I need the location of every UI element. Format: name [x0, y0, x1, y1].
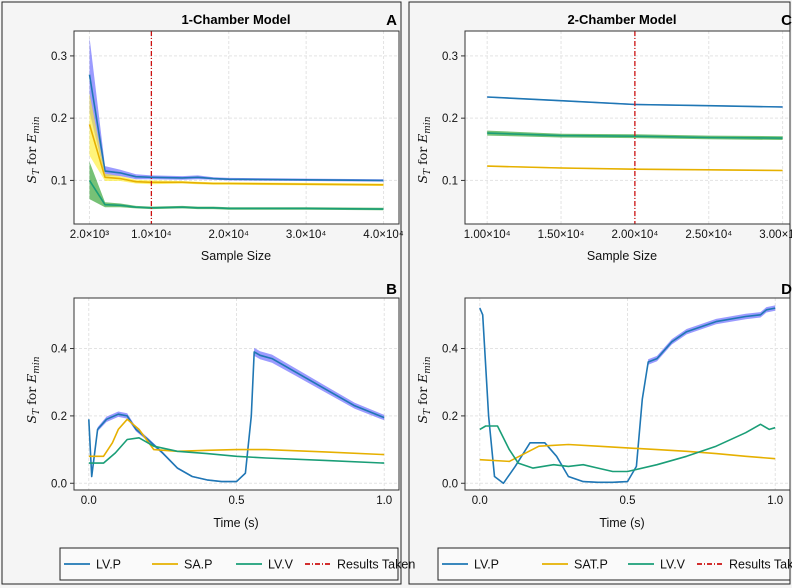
panel-d-ytick-label: 0.2 [442, 411, 458, 423]
panel-d-xtick-label: 0.0 [472, 495, 488, 507]
panel-d-ylabel: ST for Emin [415, 356, 433, 423]
panel-c-xtick-label: 2.50×10⁴ [685, 229, 732, 241]
legend-1-label-results: Results Taken [729, 558, 792, 572]
panel-d: D Time (s) ST for Emin 0.0 0.5 1.0 0.0 0.2 0.… [415, 281, 792, 530]
panel-a-xtick-label: 1.0×10⁴ [131, 229, 171, 241]
panel-c-plot-area [465, 31, 790, 224]
panel-c-line-sa-p [487, 165, 783, 172]
legend-left-frame [59, 547, 399, 581]
panel-a: 1-Chamber Model A Sample Size ST for Emi… [24, 12, 404, 263]
panel-a-title: 1-Chamber Model [181, 12, 290, 27]
panel-a-axes-frame [73, 30, 400, 225]
panel-a-line-lv-v [88, 179, 384, 210]
panel-a-xlabel: Sample Size [201, 249, 271, 263]
legend-1-label-lv-v: LV.V [660, 558, 686, 572]
panel-d-line-lv-v [479, 423, 776, 473]
panel-b-xlabel: Time (s) [213, 516, 258, 530]
panel-a-series-group [88, 37, 384, 211]
panel-b-band-lv-p [88, 347, 385, 483]
panel-c-ylabel: ST for Emin [415, 116, 433, 183]
panel-b-ytick-label: 0.2 [51, 411, 67, 423]
panel-c: 2-Chamber Model C Sample Size ST for Emi… [415, 12, 792, 263]
panel-c-ytick-label: 0.1 [442, 175, 458, 187]
panel-a-ytick-label: 0.3 [51, 51, 67, 63]
panel-b-line-sa-p [88, 418, 385, 458]
panel-b-line-lv-p [88, 351, 385, 483]
panel-d-xlabel: Time (s) [599, 516, 644, 530]
panel-a-xtick-label: 4.0×10⁴ [363, 229, 403, 241]
panel-a-xtick-label: 3.0×10⁴ [286, 229, 326, 241]
panel-b-axes-frame [73, 297, 400, 491]
panel-b-xtick-label: 0.0 [81, 495, 97, 507]
panel-d-xtick-label: 1.0 [767, 495, 783, 507]
panel-b-ytick-label: 0.4 [51, 344, 68, 356]
left-column-frame [1, 1, 402, 585]
panel-a-line-sa-p [88, 124, 384, 186]
panel-c-xtick-label: 1.50×10⁴ [538, 229, 585, 241]
panel-b-xtick-label: 1.0 [376, 495, 392, 507]
legend-0-label-lv-p: LV.P [96, 558, 121, 572]
panel-b-ytick-label: 0.0 [51, 478, 67, 490]
panel-a-line-lv-p [88, 74, 384, 182]
panel-a-letter: A [386, 12, 397, 29]
panel-c-xtick-label: 1.00×10⁴ [464, 229, 511, 241]
panel-b-letter: B [386, 281, 397, 298]
legend-0-label-sa-p: SA.P [184, 558, 213, 572]
panel-c-letter: C [781, 12, 792, 29]
panel-d-axes-frame [464, 297, 791, 491]
panel-b: B Time (s) ST for Emin 0.0 0.5 1.0 0.0 0.2 0.… [24, 281, 400, 530]
panel-c-ytick-label: 0.2 [442, 113, 458, 125]
panel-c-ytick-label: 0.3 [442, 51, 458, 63]
panel-b-xtick-label: 0.5 [229, 495, 245, 507]
panel-a-xtick-label: 2.0×10⁴ [209, 229, 249, 241]
panel-d-series-group [479, 305, 776, 485]
legend-0-label-results: Results Taken [337, 558, 415, 572]
panel-c-xtick-label: 2.00×10⁴ [611, 229, 658, 241]
panel-d-ytick-label: 0.0 [442, 478, 458, 490]
panel-c-xlabel: Sample Size [587, 249, 657, 263]
legend-1-label-lv-p: LV.P [474, 558, 499, 572]
panel-d-ytick-label: 0.4 [442, 344, 459, 356]
panel-a-plot-area [74, 31, 399, 224]
panel-a-ylabel: ST for Emin [24, 116, 42, 183]
panel-a-band-sa-p [89, 93, 384, 186]
panel-d-xtick-label: 0.5 [620, 495, 636, 507]
panel-b-ylabel: ST for Emin [24, 356, 42, 423]
panel-b-line-lv-v [88, 436, 385, 464]
panel-a-ytick-label: 0.2 [51, 113, 67, 125]
panel-b-series-group [88, 347, 385, 483]
panel-c-axes-frame [464, 30, 791, 225]
legend-0-label-lv-v: LV.V [268, 558, 294, 572]
panel-a-xtick-label: 2.0×10³ [70, 229, 109, 241]
panel-d-line-lv-p [479, 307, 776, 485]
panel-c-title: 2-Chamber Model [567, 12, 676, 27]
right-column-frame [408, 1, 791, 585]
panel-d-letter: D [781, 281, 792, 298]
panel-d-line-sa-p [479, 443, 776, 463]
legend-left: LV.P SA.P LV.V Results Taken [59, 547, 415, 581]
legend-right: LV.P SAT.P LV.V Results Taken [437, 547, 792, 581]
legend-right-frame [437, 547, 791, 581]
panel-c-line-lv-v [487, 132, 783, 139]
panel-a-ytick-label: 0.1 [51, 175, 67, 187]
legend-1-label-sa-p: SAT.P [574, 558, 608, 572]
panel-c-xtick-label: 3.00×10⁴ [759, 229, 792, 241]
